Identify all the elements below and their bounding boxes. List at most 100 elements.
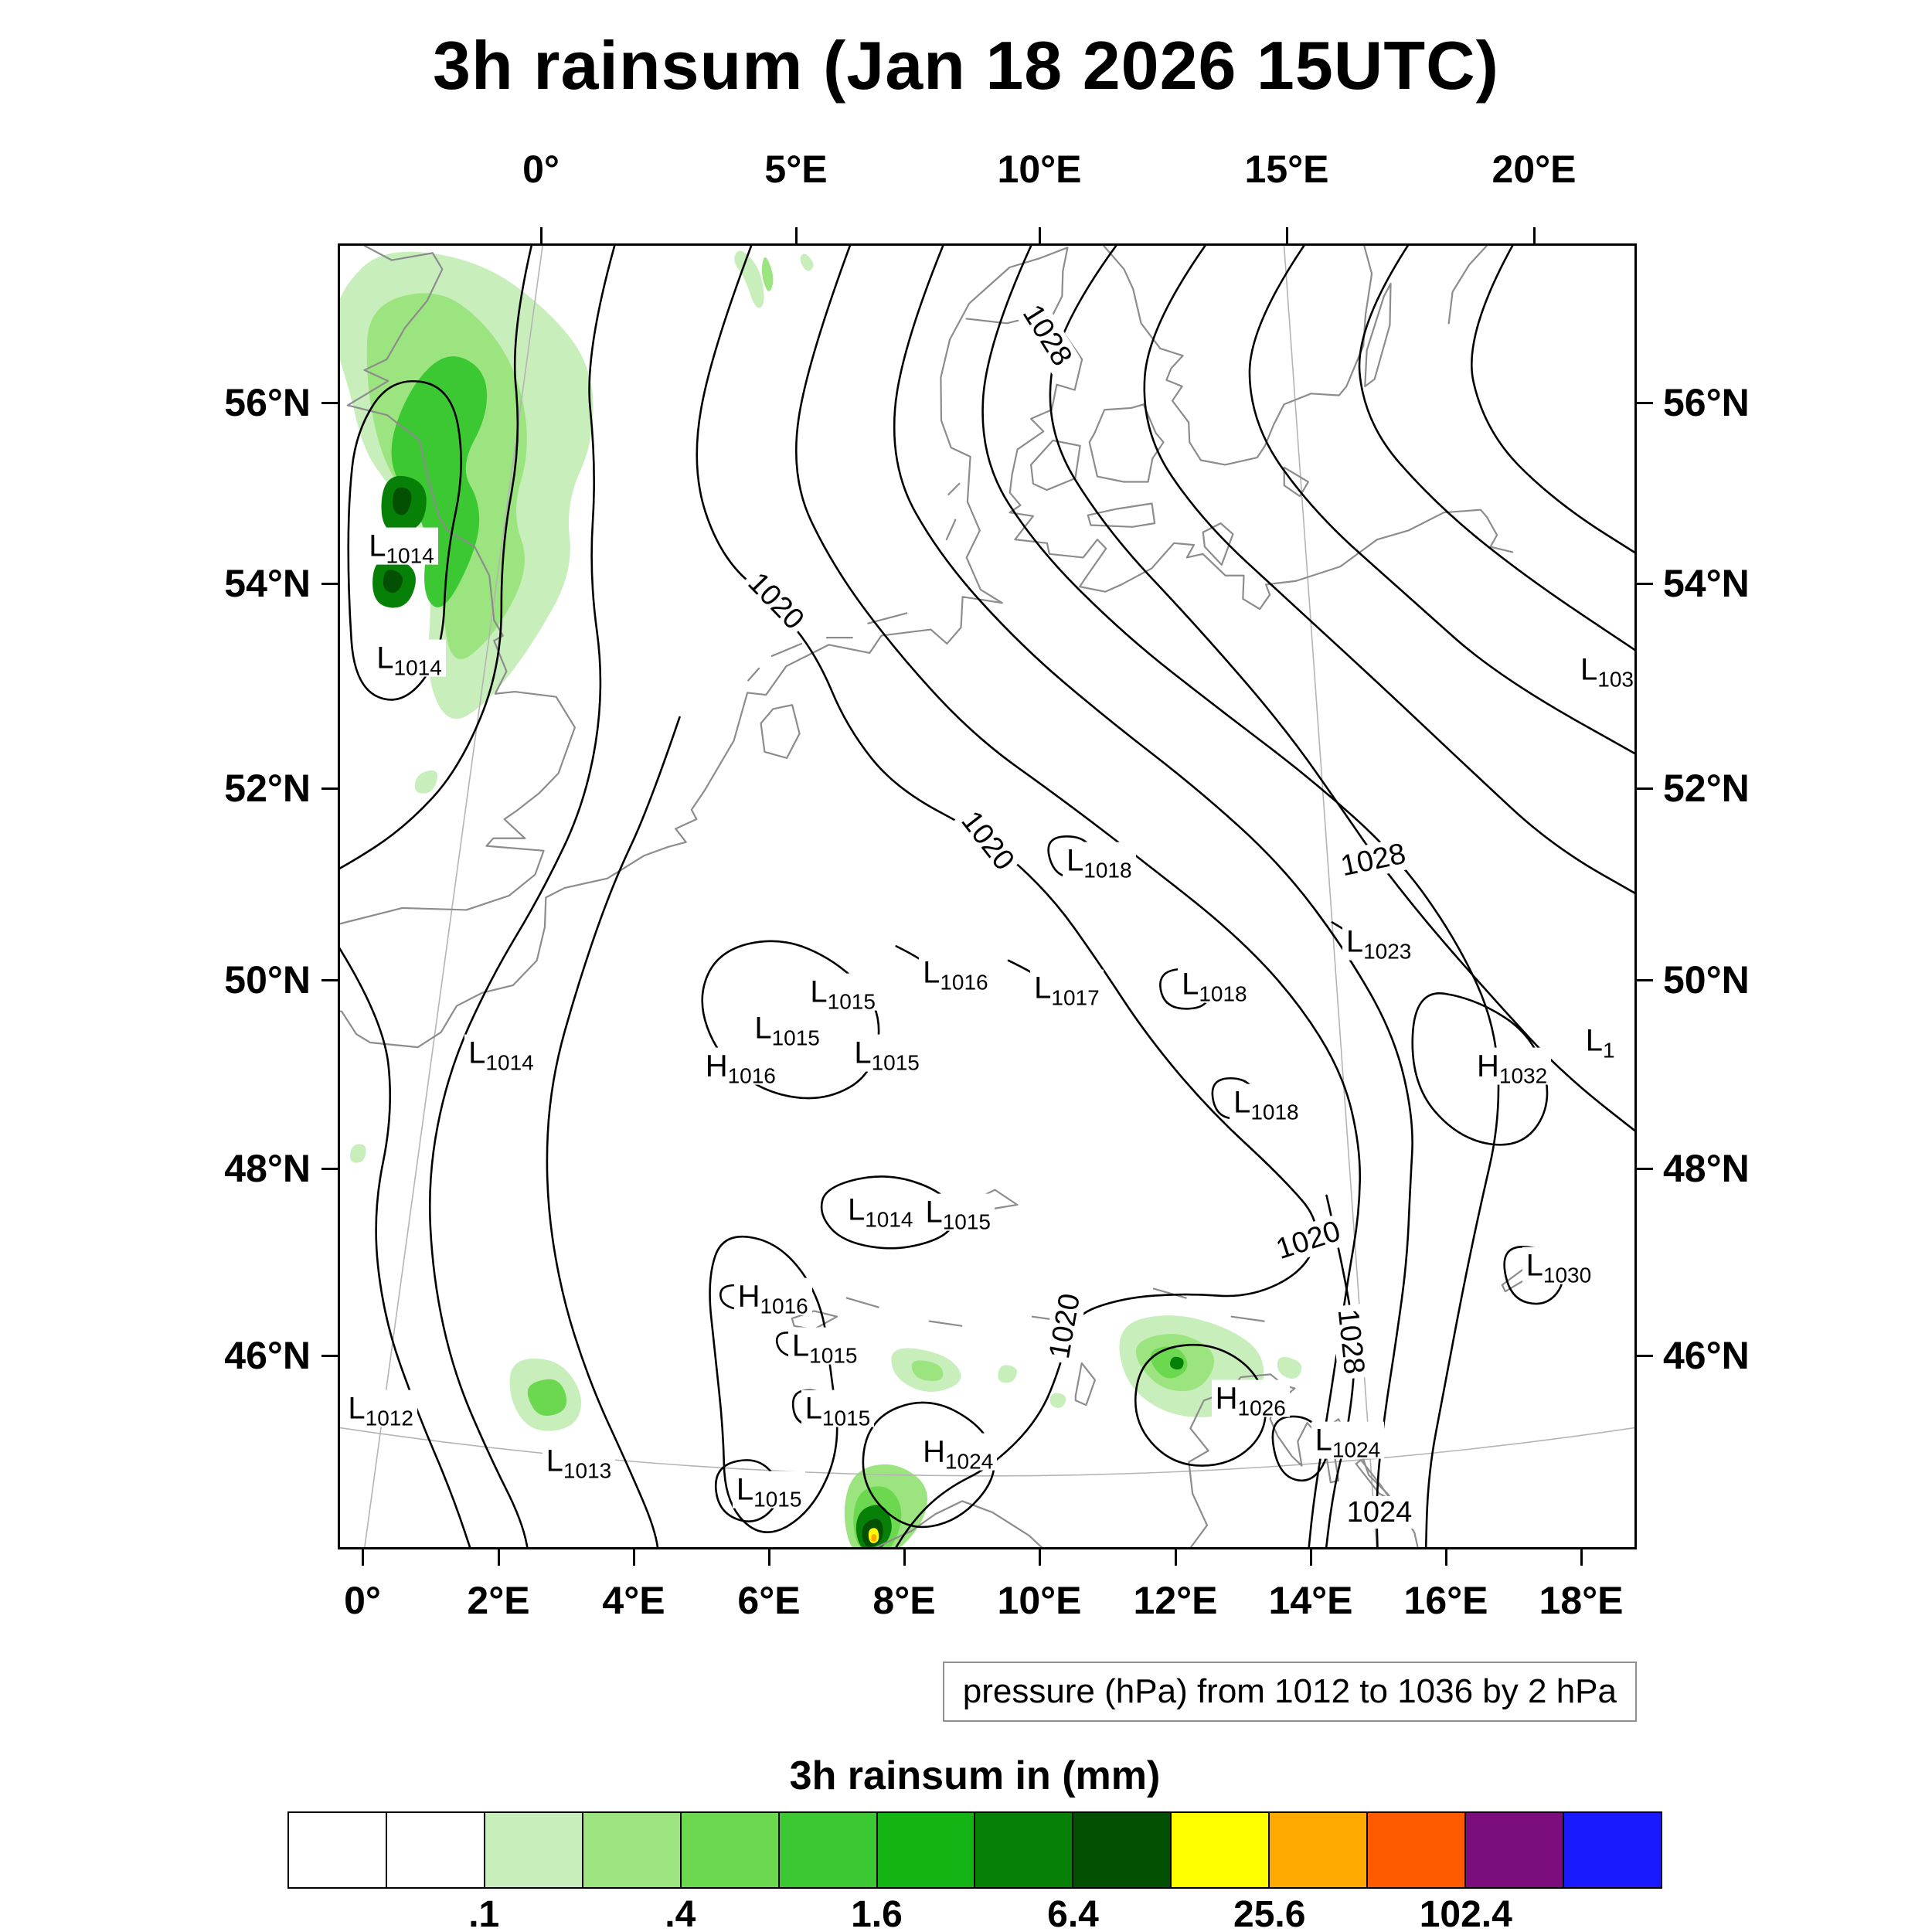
pressure-labels-layer: L1014 L1014 L103 L1018 L1023 L1016 L1017 L1018 L…	[340, 246, 1634, 1547]
rain-area	[391, 356, 488, 607]
axis-tick	[794, 227, 798, 243]
axis-tick-label: 16°E	[1403, 1579, 1488, 1622]
axis-tick	[321, 787, 338, 790]
colorbar-cell	[289, 1813, 387, 1887]
pressure-value: 1015	[827, 989, 876, 1014]
contour-line-label: 1028	[1331, 1303, 1371, 1380]
pressure-letter: L	[376, 641, 394, 675]
axis-tick	[632, 1549, 635, 1566]
coastline-path	[1103, 246, 1373, 466]
colorbar-cell	[975, 1813, 1074, 1887]
axis-tick	[1174, 1549, 1177, 1566]
axis-tick	[1637, 401, 1653, 404]
axis-tick-label: 50°N	[224, 958, 311, 1002]
pressure-letter: L	[736, 1472, 754, 1507]
pressure-center-label: L1015	[850, 1035, 923, 1074]
isobar-path	[428, 246, 616, 1547]
pressure-center-label: L1012	[344, 1389, 417, 1430]
pressure-letter: L	[791, 1328, 810, 1363]
pressure-center-label: L1024	[1311, 1421, 1385, 1462]
pressure-center-label: L1014	[464, 1035, 538, 1074]
colorbar-tick-labels: .1 .4 1.6 6.4 25.6 102.4	[287, 1893, 1662, 1932]
pressure-letter: L	[804, 1391, 822, 1426]
pressure-letter: L	[1233, 1086, 1251, 1121]
pressure-center-label: L1018	[1178, 965, 1251, 1005]
isobar-path	[340, 246, 533, 869]
pressure-letter: L	[369, 529, 386, 563]
axis-tick	[1637, 978, 1653, 981]
axis-tick-label: 10°E	[997, 1579, 1082, 1622]
isobar-path	[893, 246, 1413, 1547]
pressure-letter: H	[737, 1279, 760, 1314]
pressure-center-label: L1015	[732, 1471, 806, 1510]
axis-tick-label: 46°N	[224, 1334, 311, 1377]
colorbar-cell	[1270, 1813, 1369, 1887]
rain-area	[761, 257, 774, 291]
pressure-value: 1016	[727, 1063, 776, 1088]
isobar-path	[820, 1175, 955, 1250]
pressure-value: 1024	[1332, 1437, 1381, 1462]
coastline-path	[1230, 1315, 1265, 1322]
axis-tick	[1532, 227, 1536, 243]
pressure-center-label: L1015	[801, 1389, 875, 1429]
axis-tick	[321, 401, 338, 404]
axis-tick	[1038, 1549, 1041, 1566]
isobar-path	[546, 716, 681, 1547]
pressure-center-label: L1015	[921, 1193, 995, 1233]
axis-tick	[1285, 227, 1288, 243]
pressure-value: 1016	[940, 970, 988, 995]
pressure-value: 1014	[393, 655, 442, 680]
rain-area	[349, 1144, 366, 1163]
pressure-value: 1018	[1250, 1100, 1299, 1125]
axis-tick-label: 56°N	[224, 381, 311, 424]
axis-tick-label: 48°N	[1663, 1147, 1750, 1190]
axis-tick	[903, 1549, 906, 1566]
pressure-value: 1026	[1237, 1396, 1286, 1420]
pressure-caption: pressure (hPa) from 1012 to 1036 by 2 hP…	[942, 1662, 1637, 1722]
rain-area	[383, 570, 403, 594]
coastline-path	[928, 1320, 963, 1327]
pressure-center-label: H1032	[1473, 1047, 1552, 1087]
axis-tick-label: 46°N	[1663, 1334, 1750, 1377]
pressure-center-label: H1016	[733, 1277, 812, 1317]
pressure-center-label: H1024	[919, 1433, 998, 1472]
axis-tick	[321, 1167, 338, 1170]
rain-area	[393, 487, 412, 515]
axis-tick-label: 10°E	[997, 148, 1082, 191]
colorbar-cell	[386, 1813, 485, 1887]
pressure-center-label: L1016	[919, 954, 992, 995]
pressure-value: 1015	[809, 1343, 858, 1368]
pressure-center-label: L1	[1581, 1022, 1619, 1061]
colorbar-title: 3h rainsum in (mm)	[789, 1753, 1161, 1798]
pressure-center-label: L1017	[1030, 969, 1104, 1009]
isobar-path	[701, 940, 880, 1100]
contour-line-label: 1020	[739, 563, 814, 639]
rain-area	[734, 250, 764, 308]
coastline-path	[340, 247, 1514, 1049]
axis-tick-label: 50°N	[1663, 958, 1750, 1002]
axis-tick-label: 6°E	[737, 1579, 801, 1622]
colorbar-cell	[1368, 1813, 1467, 1887]
isobar-path	[1143, 246, 1634, 894]
map-panel: L1014 L1014 L103 L1018 L1023 L1016 L1017 L1018 L…	[338, 243, 1637, 1549]
axis-tick	[497, 1549, 500, 1566]
colorbar-tick-label: .1	[468, 1894, 500, 1932]
pressure-center-label: L1014	[843, 1191, 917, 1230]
pressure-value: 1018	[1083, 858, 1132, 883]
graticule-line	[340, 1427, 1634, 1477]
pressure-letter: L	[925, 1195, 943, 1230]
pressure-letter: L	[754, 1012, 772, 1046]
isobar-path	[1471, 246, 1634, 554]
colorbar-cell	[1563, 1813, 1661, 1887]
axis-tick-label: 54°N	[1663, 562, 1750, 605]
axis-tick	[321, 978, 338, 981]
axis-tick	[361, 1549, 364, 1566]
isobar-path	[1325, 1194, 1355, 1547]
coastline-path	[1152, 1287, 1187, 1299]
pressure-value: 1012	[365, 1406, 413, 1430]
pressure-center-label: L1030	[1522, 1247, 1596, 1286]
coastline-path	[747, 667, 760, 682]
pressure-center-label: L1014	[365, 527, 438, 566]
colorbar-tick-label: 102.4	[1419, 1894, 1512, 1932]
coastline-path	[1283, 466, 1310, 498]
